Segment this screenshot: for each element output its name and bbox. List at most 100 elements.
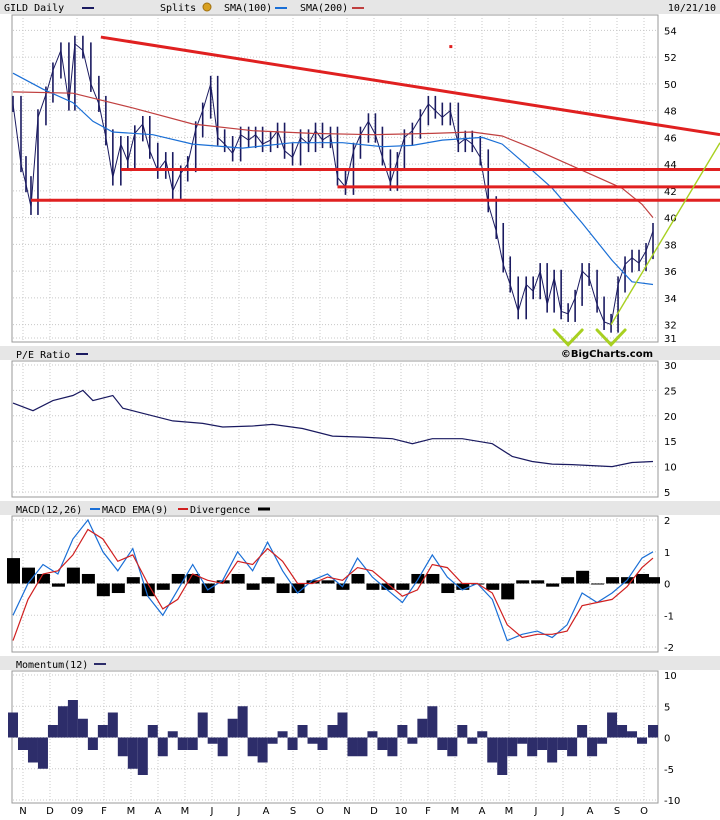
momentum-bar	[327, 725, 338, 738]
momentum-bar	[477, 731, 488, 738]
momentum-bar	[357, 737, 368, 757]
momentum-bar	[207, 737, 218, 744]
momentum-header-band	[0, 656, 720, 670]
momentum-bar	[497, 737, 508, 775]
momentum-bar	[17, 737, 28, 750]
divergence-bar	[606, 577, 620, 584]
momentum-bar	[607, 712, 618, 738]
momentum-bar	[257, 737, 268, 763]
momentum-bar	[527, 737, 538, 757]
momentum-bar	[37, 737, 48, 769]
momentum-bar	[97, 725, 108, 738]
annotation-layer	[30, 35, 720, 347]
macd-ema-label: MACD EMA(9)	[102, 505, 168, 516]
pe-line	[12, 389, 654, 468]
y-tick-label: 15	[664, 437, 677, 448]
momentum-bar	[637, 737, 648, 744]
divergence-bar	[306, 580, 320, 584]
y-tick-label: -1	[664, 611, 674, 622]
divergence-bar	[81, 573, 95, 584]
y-tick-label: 30	[664, 361, 677, 372]
momentum-bar	[507, 737, 518, 757]
macd-panel-frame	[11, 515, 659, 653]
momentum-bar	[227, 718, 238, 738]
y-tick-label: 0	[664, 734, 670, 745]
momentum-bar	[287, 737, 298, 750]
x-tick-label: J	[561, 806, 565, 817]
uptrend-line	[610, 142, 720, 325]
momentum-bar	[127, 737, 138, 769]
momentum-bar	[427, 706, 438, 738]
x-tick-label: F	[425, 806, 431, 817]
divergence-bar	[21, 567, 35, 584]
momentum-bar	[187, 737, 198, 750]
divergence-bar	[576, 570, 590, 584]
divergence-bar	[51, 583, 65, 587]
y-tick-label: 50	[664, 80, 677, 91]
bottom-marker-1	[552, 328, 584, 347]
x-tick-label: J	[210, 806, 214, 817]
y-tick-label: 0	[664, 580, 670, 591]
divergence-bar	[66, 567, 80, 584]
divergence-bar	[276, 583, 290, 594]
y-tick-label: 54	[664, 26, 677, 37]
momentum-bar	[177, 737, 188, 750]
divergence-bar	[561, 577, 575, 584]
divergence-bar	[96, 583, 110, 597]
watermark: ©BigCharts.com	[561, 349, 653, 360]
y-tick-label: 1	[664, 548, 670, 559]
momentum-bar	[27, 737, 38, 763]
x-tick-label: M	[451, 806, 460, 817]
divergence-bar	[246, 583, 260, 590]
divergence-bar	[111, 583, 125, 594]
x-tick-label: D	[370, 806, 378, 817]
x-tick-label: J	[237, 806, 241, 817]
divergence-bar	[636, 573, 650, 584]
divergence-bar	[201, 583, 215, 594]
momentum-bar	[337, 712, 348, 738]
momentum-bar	[587, 737, 598, 757]
divergence-bar	[36, 573, 50, 584]
y-tick-label: 32	[664, 321, 677, 332]
y-tick-label: 40	[664, 214, 677, 225]
momentum-bar	[597, 737, 608, 744]
y-tick-label: 20	[664, 412, 677, 423]
divergence-bar	[591, 583, 605, 585]
sma200-label: SMA(200)	[300, 3, 348, 14]
momentum-bar	[147, 725, 158, 738]
x-tick-label: M	[181, 806, 190, 817]
momentum-bar	[567, 737, 578, 757]
momentum-bar	[627, 731, 638, 738]
momentum-bar	[577, 725, 588, 738]
momentum-bar	[487, 737, 498, 763]
divergence-bar	[7, 558, 20, 584]
momentum-bar	[387, 737, 398, 757]
divergence-bar	[381, 583, 395, 590]
momentum-bar	[417, 718, 428, 738]
y-tick-label: 48	[664, 107, 677, 118]
x-tick-label: S	[614, 806, 620, 817]
y-tick-label: 31	[664, 334, 677, 345]
y-tick-label: 52	[664, 53, 677, 64]
x-tick-label: A	[155, 806, 162, 817]
divergence-bar	[291, 583, 305, 594]
momentum-bar	[397, 725, 408, 738]
momentum-bar	[57, 706, 68, 738]
momentum-bar	[547, 737, 558, 763]
momentum-bar	[377, 737, 388, 750]
y-tick-label: 10	[664, 671, 677, 682]
y-tick-label: -5	[664, 765, 674, 776]
x-tick-label: A	[263, 806, 270, 817]
price-panel-frame	[11, 14, 659, 343]
divergence-bar	[351, 573, 365, 584]
x-tick-label: A	[479, 806, 486, 817]
divergence-bar	[426, 573, 440, 584]
data-layer	[7, 35, 660, 775]
splits-label: Splits	[160, 3, 196, 14]
momentum-bar	[107, 712, 118, 738]
momentum-bar	[317, 737, 328, 750]
x-tick-label: S	[290, 806, 296, 817]
x-tick-label: M	[127, 806, 136, 817]
red-marker	[449, 45, 453, 49]
macd-title: MACD(12,26)	[16, 505, 82, 516]
